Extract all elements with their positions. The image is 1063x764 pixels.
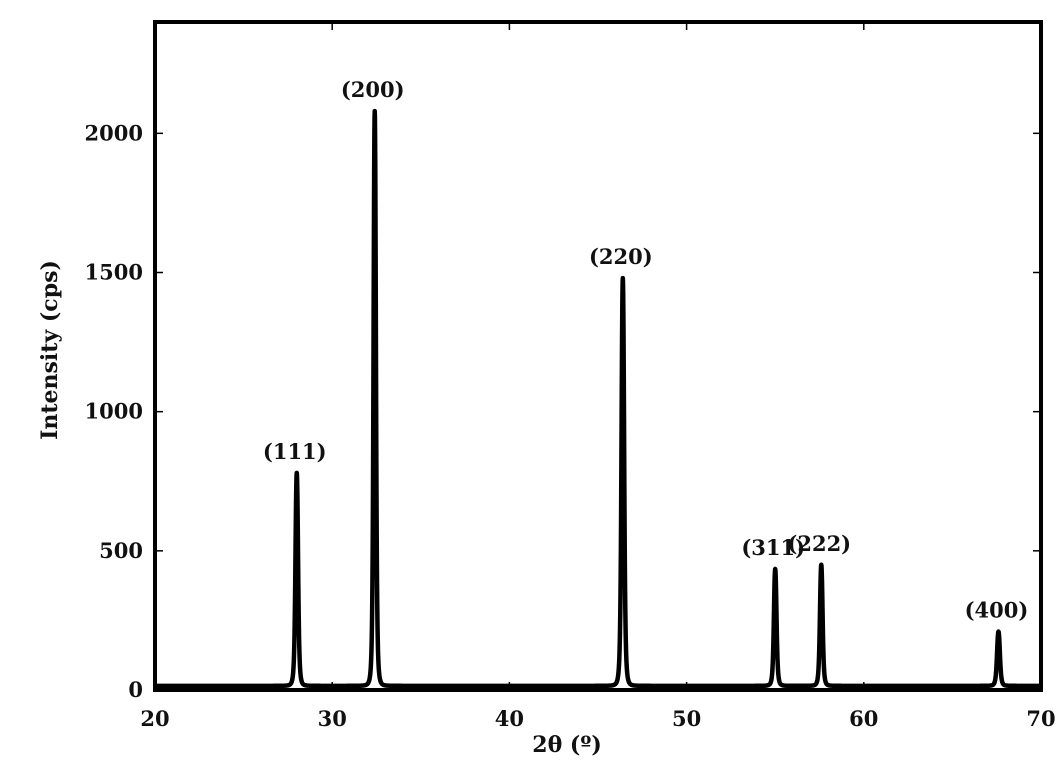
plot-border <box>153 20 1043 692</box>
y-axis-title: Intensity (cps) <box>37 260 63 440</box>
series-layer <box>152 108 1044 689</box>
x-tick-label: 40 <box>495 706 524 731</box>
peak-label: (200) <box>341 77 405 102</box>
y-tick-label: 2000 <box>85 120 143 145</box>
x-tick-label: 20 <box>140 706 169 731</box>
x-tick-label: 70 <box>1026 706 1055 731</box>
peak-label: (220) <box>589 244 653 269</box>
y-tick-label: 0 <box>128 677 143 702</box>
peak-label: (311) <box>741 535 805 560</box>
x-axis-title: 2θ (º) <box>532 732 601 758</box>
y-tick-label: 1000 <box>85 399 143 424</box>
x-tick-label: 50 <box>672 706 701 731</box>
axis-ticks: 20 30 40 50 60 70 0 500 1000 1500 2000 <box>85 22 1056 731</box>
peak-label: (111) <box>263 439 327 464</box>
peak-label: (400) <box>965 598 1029 623</box>
peak-label: (222) <box>787 531 851 556</box>
xrd-pattern-line <box>152 108 1044 689</box>
y-tick-label: 500 <box>99 538 143 563</box>
label-layer: (111) (200) (220) (311)(222) (400) <box>263 77 1028 622</box>
plot-frame <box>153 20 1043 692</box>
y-tick-label: 1500 <box>85 260 143 285</box>
x-tick-label: 30 <box>318 706 347 731</box>
x-tick-label: 60 <box>849 706 878 731</box>
